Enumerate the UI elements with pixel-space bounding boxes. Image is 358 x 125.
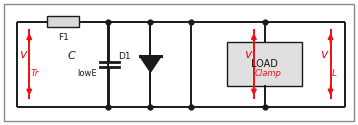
Polygon shape [140, 56, 161, 72]
Text: D1: D1 [118, 52, 131, 62]
Text: v: v [320, 48, 328, 61]
Bar [47, 16, 79, 27]
Text: Clamp: Clamp [255, 69, 282, 78]
Text: LOAD: LOAD [251, 59, 278, 69]
Text: C: C [68, 51, 76, 61]
Bar [227, 42, 302, 86]
Text: Tr: Tr [30, 69, 39, 78]
Text: v: v [19, 48, 26, 61]
Text: F1: F1 [58, 34, 68, 42]
Text: v: v [244, 48, 251, 61]
Text: lowE: lowE [77, 69, 97, 78]
Text: L: L [332, 69, 337, 78]
